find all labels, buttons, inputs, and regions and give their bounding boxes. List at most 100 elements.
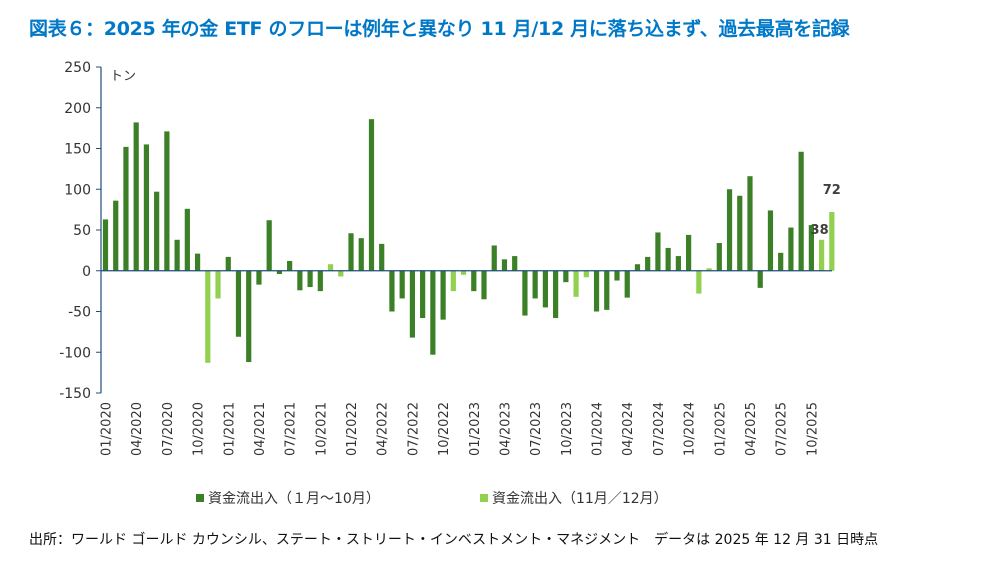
bar bbox=[194, 253, 201, 271]
y-tick-label: -50 bbox=[68, 305, 91, 321]
bar bbox=[154, 191, 160, 271]
source-note: 出所：ワールド ゴールド カウンシル、ステート・ストリート・インベストメント・マ… bbox=[29, 532, 879, 548]
bar bbox=[440, 270, 446, 320]
bar bbox=[716, 243, 722, 271]
x-tick-label: 10/2021 bbox=[314, 402, 329, 456]
bar bbox=[491, 245, 497, 271]
data-labels: 38 72 bbox=[811, 183, 841, 238]
bar bbox=[512, 256, 518, 271]
bar bbox=[430, 270, 436, 355]
bar bbox=[808, 225, 814, 271]
x-tick-label: 01/2022 bbox=[345, 402, 360, 456]
x-tick-label: 04/2021 bbox=[253, 402, 268, 456]
bar bbox=[379, 243, 385, 271]
bar bbox=[215, 270, 221, 299]
x-tick-label: 07/2023 bbox=[529, 402, 544, 456]
bar bbox=[287, 260, 293, 271]
bar bbox=[798, 151, 804, 271]
y-tick-label: 100 bbox=[64, 182, 91, 198]
bar bbox=[696, 270, 702, 294]
bar bbox=[593, 270, 600, 312]
bar bbox=[481, 270, 487, 300]
bar bbox=[450, 270, 456, 292]
bar bbox=[522, 270, 528, 316]
x-tick-label: 10/2022 bbox=[437, 402, 452, 456]
bar bbox=[235, 270, 242, 337]
bar bbox=[501, 259, 508, 271]
legend-item-nov-dec: 資金流出入（11月／12月） bbox=[480, 488, 668, 508]
y-tick-label: 200 bbox=[64, 101, 91, 117]
bar bbox=[368, 119, 375, 271]
y-tick-label: 0 bbox=[82, 264, 91, 280]
x-tick-label: 07/2025 bbox=[775, 402, 790, 456]
bar bbox=[829, 212, 835, 271]
unit-label: トン bbox=[110, 69, 136, 84]
bar bbox=[102, 219, 109, 271]
bar bbox=[205, 270, 211, 363]
x-tick-label: 04/2022 bbox=[376, 402, 391, 456]
x-tick-label: 04/2025 bbox=[744, 402, 759, 456]
bar bbox=[634, 264, 641, 271]
bar bbox=[553, 270, 559, 319]
bar bbox=[123, 146, 129, 271]
bar bbox=[737, 195, 743, 271]
bar bbox=[788, 227, 794, 271]
bar bbox=[276, 270, 283, 275]
bar bbox=[819, 239, 825, 271]
x-tick-label: 10/2024 bbox=[683, 402, 698, 456]
data-label: 38 bbox=[811, 223, 829, 238]
x-tick-label: 07/2022 bbox=[406, 402, 421, 456]
bar bbox=[726, 189, 733, 271]
y-tick-label: 250 bbox=[64, 60, 91, 76]
bar bbox=[174, 239, 180, 271]
bar bbox=[317, 270, 323, 292]
y-tick-label: 50 bbox=[73, 223, 91, 239]
bar bbox=[358, 238, 364, 271]
bar bbox=[184, 208, 190, 271]
x-tick-label: 01/2023 bbox=[468, 402, 483, 456]
bar bbox=[389, 270, 395, 312]
bar bbox=[706, 268, 712, 271]
bar bbox=[604, 270, 610, 310]
bar bbox=[256, 270, 262, 285]
bar bbox=[686, 234, 692, 271]
y-axis: 250 200 150 100 50 0 -50 -100 -150 bbox=[59, 60, 102, 402]
legend-swatch-light-green bbox=[480, 494, 488, 502]
legend-item-jan-oct: 資金流出入（１月〜10月） bbox=[196, 488, 380, 508]
x-tick-label: 10/2025 bbox=[805, 402, 820, 456]
bar bbox=[266, 220, 272, 271]
bar bbox=[563, 270, 569, 283]
bar bbox=[767, 210, 774, 271]
bar bbox=[327, 264, 334, 271]
legend-label: 資金流出入（11月／12月） bbox=[492, 491, 668, 507]
x-tick-label: 04/2023 bbox=[499, 402, 514, 456]
bar bbox=[778, 252, 784, 271]
bar bbox=[542, 270, 548, 308]
bar bbox=[164, 131, 170, 271]
y-tick-label: -100 bbox=[59, 345, 91, 361]
x-tick-label: 07/2020 bbox=[161, 402, 176, 456]
bar bbox=[399, 270, 405, 299]
x-tick-label: 04/2024 bbox=[621, 402, 636, 456]
bar bbox=[471, 270, 477, 292]
legend-swatch-dark-green bbox=[196, 494, 204, 502]
bar bbox=[747, 176, 753, 271]
bar bbox=[573, 270, 579, 297]
bar bbox=[665, 247, 671, 271]
bar bbox=[409, 270, 415, 338]
bar bbox=[655, 232, 661, 271]
x-axis: 01/2020 04/2020 07/2020 10/2020 01/2021 04/20… bbox=[100, 270, 832, 456]
bar bbox=[297, 270, 303, 291]
x-tick-label: 01/2025 bbox=[713, 402, 728, 456]
bar bbox=[675, 256, 681, 271]
bar bbox=[307, 270, 313, 288]
bar bbox=[624, 270, 630, 298]
bar bbox=[113, 200, 119, 271]
chart-title: 図表６：2025 年の金 ETF のフローは例年と異なり 11 月/12 月に落… bbox=[29, 18, 850, 40]
x-tick-label: 10/2023 bbox=[560, 402, 575, 456]
x-tick-label: 01/2021 bbox=[222, 402, 237, 456]
bar bbox=[757, 270, 763, 288]
legend-label: 資金流出入（１月〜10月） bbox=[208, 491, 380, 507]
bar bbox=[143, 144, 150, 271]
